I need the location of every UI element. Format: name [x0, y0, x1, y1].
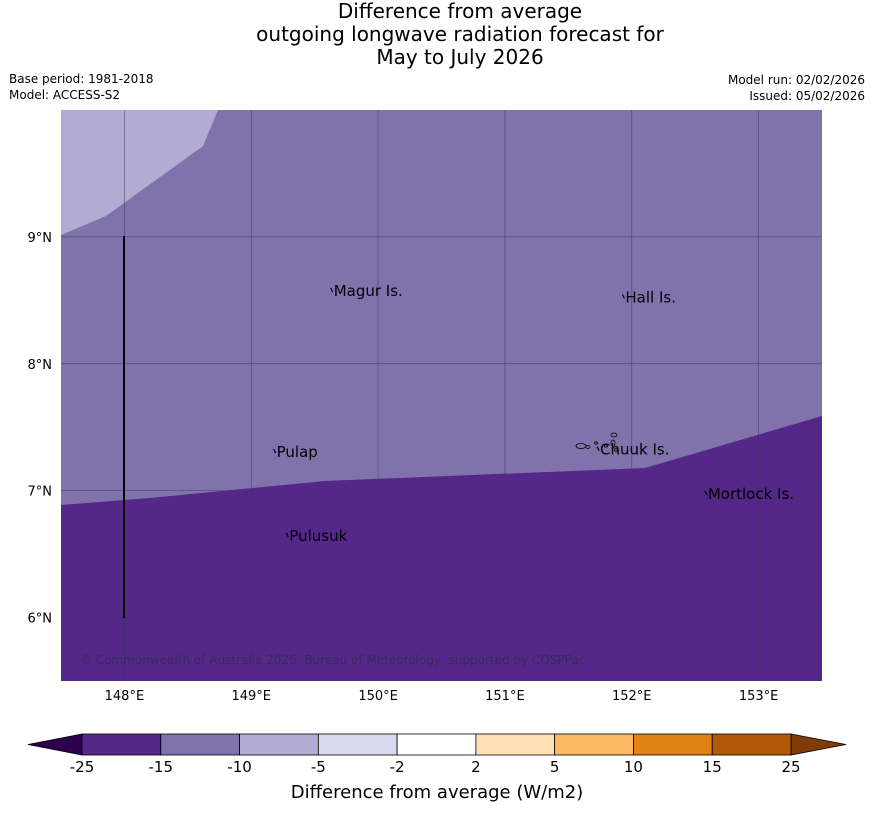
- colorbar-tick-label: 25: [781, 758, 800, 776]
- longitude-tick-label: 148°E: [105, 689, 145, 704]
- title-line-2: outgoing longwave radiation forecast for: [256, 22, 664, 46]
- colorbar-tick-label: 10: [624, 758, 643, 776]
- colorbar-tick-label: -2: [390, 758, 405, 776]
- longitude-tick-label: 152°E: [612, 689, 652, 704]
- model-name: Model: ACCESS-S2: [9, 88, 121, 102]
- place-label: Chuuk Is.: [600, 441, 669, 459]
- colorbar-segment: [396, 733, 477, 756]
- colorbar-tick-label: -10: [227, 758, 252, 776]
- latitude-axis: 9°N 8°N 7°N 6°N: [28, 231, 53, 627]
- place-labels: Magur Is. Hall Is. Pulap Chuuk Is. Mortlock …: [273, 282, 794, 545]
- colorbar-under-arrow: [27, 733, 83, 756]
- place-marker: [596, 446, 600, 451]
- place-marker: [273, 448, 277, 454]
- copyright-notice: © Commonwealth of Australia 2026, Bureau…: [80, 653, 585, 667]
- longitude-tick-label: 153°E: [739, 689, 779, 704]
- longitude-tick-label: 150°E: [358, 689, 398, 704]
- map-panel: Magur Is. Hall Is. Pulap Chuuk Is. Mortlock …: [61, 110, 822, 681]
- island-outline: [610, 432, 618, 438]
- colorbar-segment: [711, 733, 792, 756]
- place-label: Hall Is.: [625, 288, 676, 306]
- place-marker: [621, 294, 625, 299]
- colorbar-over-arrow: [790, 733, 847, 756]
- longitude-tick-label: 151°E: [485, 689, 525, 704]
- latitude-tick-label: 9°N: [28, 231, 53, 246]
- place-marker: [330, 287, 334, 293]
- colorbar-segment: [81, 733, 162, 756]
- place-label: Magur Is.: [334, 282, 403, 300]
- colorbar-label: Difference from average (W/m2): [291, 782, 583, 803]
- colorbar: -25 -15 -10 -5 -2 2 5 10 15 25: [27, 733, 847, 776]
- longitude-tick-label: 149°E: [231, 689, 271, 704]
- model-run: Model run: 02/02/2026: [727, 73, 865, 87]
- issued-date: Issued: 05/02/2026: [749, 89, 865, 103]
- colorbar-tick-label: 2: [471, 758, 481, 776]
- island-outline: [614, 448, 618, 452]
- colorbar-tick-label: 5: [550, 758, 560, 776]
- chuuk-islands-outline: [575, 432, 618, 452]
- colorbar-segment: [160, 733, 240, 756]
- meta-right: Model run: 02/02/2026 Issued: 05/02/2026: [728, 72, 865, 104]
- colorbar-tick-label: 15: [703, 758, 722, 776]
- base-period: Base period: 1981-2018: [9, 72, 154, 86]
- latitude-tick-label: 7°N: [28, 485, 53, 500]
- island-outline: [594, 441, 598, 445]
- colorbar-segment: [317, 733, 398, 756]
- colorbar-segment: [554, 733, 634, 756]
- latitude-tick-label: 6°N: [28, 612, 53, 627]
- colorbar-tick-label: -25: [70, 758, 95, 776]
- colorbar-segment: [475, 733, 556, 756]
- title-line-3: May to July 2026: [376, 45, 544, 69]
- island-outline: [604, 444, 608, 448]
- colorbar-segment: [239, 733, 319, 756]
- island-outline: [585, 445, 591, 449]
- map-title: Difference from average outgoing longwav…: [0, 0, 873, 69]
- place-label: Pulusuk: [289, 527, 347, 545]
- island-outline: [610, 439, 616, 447]
- place-marker: [704, 490, 708, 496]
- longitude-axis: 148°E 149°E 150°E 151°E 152°E 153°E: [105, 689, 779, 704]
- colorbar-segment: [633, 733, 713, 756]
- contour-band-light: [61, 110, 218, 235]
- meta-left: Base period: 1981-2018 Model: ACCESS-S2: [9, 71, 154, 103]
- title-line-1: Difference from average: [337, 0, 583, 23]
- place-label: Mortlock Is.: [708, 485, 794, 503]
- colorbar-tick-label: -15: [149, 758, 174, 776]
- latitude-tick-label: 8°N: [28, 358, 53, 373]
- place-marker: [285, 532, 289, 538]
- colorbar-tick-label: -5: [311, 758, 326, 776]
- place-label: Pulap: [277, 443, 318, 461]
